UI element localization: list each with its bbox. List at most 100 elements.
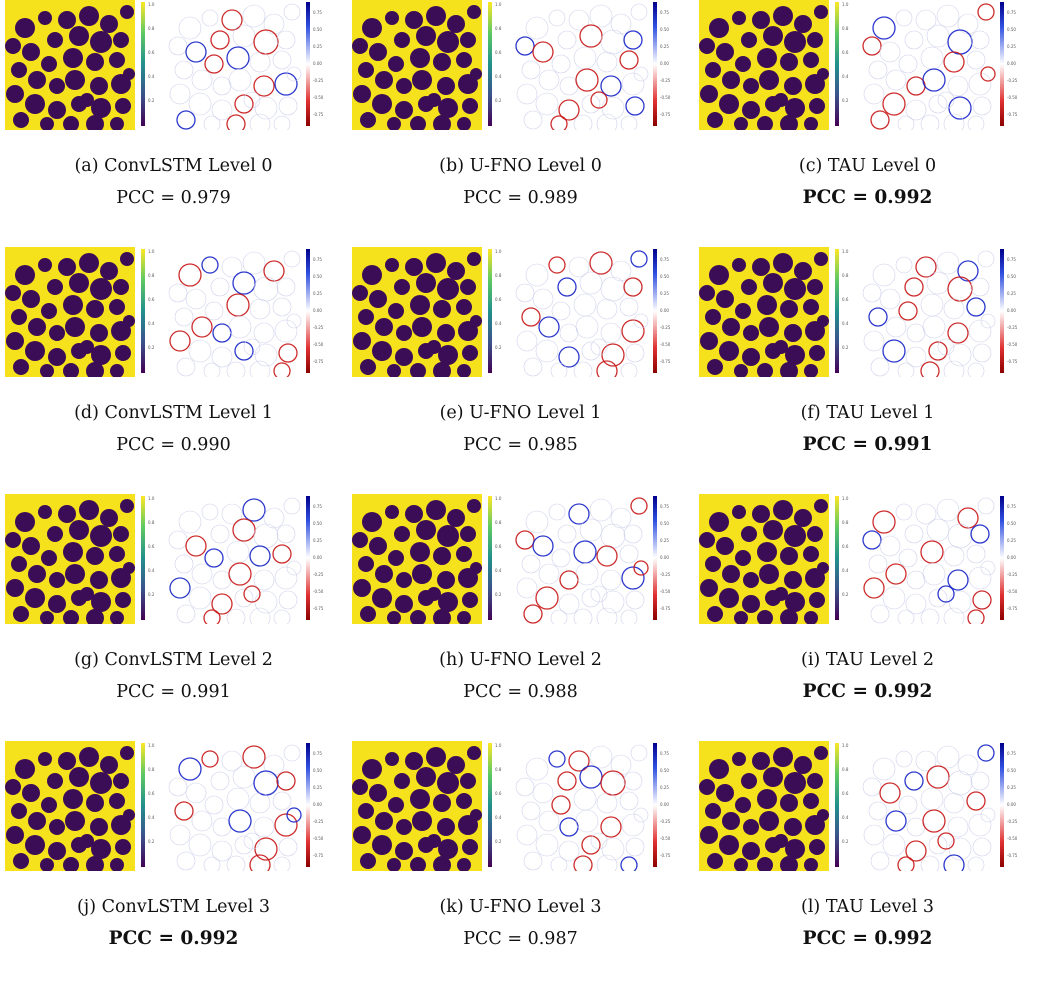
panel-image: 1.0 0.8 0.6 0.4 0.2 0.75 0.50 0.25 0.00 -0.25 -0.5…	[352, 494, 687, 624]
colorbar-tick: 0.8	[495, 26, 502, 31]
panel-caption: (e) U-FNO Level 1	[439, 403, 602, 423]
colorbar-tick: -0.50	[1007, 342, 1018, 347]
colorbar-tick: 0.25	[660, 538, 669, 543]
colorbar-tick: 0.2	[842, 345, 849, 350]
viridis-colorbar: 1.0 0.8 0.6 0.4 0.2	[835, 249, 849, 373]
colorbar-tick: -0.25	[313, 325, 324, 330]
diverging-colorbar: 0.75 0.50 0.25 0.00 -0.25 -0.50 -0.75	[1000, 249, 1018, 373]
panel-a: 1.0 0.8 0.6 0.4 0.2 0.75 0.50 0.25 0.00 -0.25 -0.5…	[0, 0, 347, 247]
diverging-colorbar: 0.75 0.50 0.25 0.00 -0.25 -0.50 -0.75	[306, 2, 324, 126]
colorbar-tick: 0.75	[313, 10, 322, 15]
panel-figure-svg: 1.0 0.8 0.6 0.4 0.2 0.75 0.50 0.25 0.00 -0.25 -0.5…	[352, 494, 671, 624]
diverging-colorbar: 0.75 0.50 0.25 0.00 -0.25 -0.50 -0.75	[1000, 743, 1018, 867]
colorbar-tick: 1.0	[495, 743, 502, 748]
colorbar-tick: 0.8	[148, 273, 155, 278]
error-map	[862, 494, 996, 624]
colorbar-tick: 1.0	[148, 496, 155, 501]
panel-figure-svg: 1.0 0.8 0.6 0.4 0.2 0.75 0.50 0.25 0.00 -0.25 -0.5…	[352, 741, 671, 871]
colorbar-tick: 0.00	[1007, 802, 1016, 807]
viridis-colorbar: 1.0 0.8 0.6 0.4 0.2	[835, 496, 849, 620]
panel-caption: (h) U-FNO Level 2	[439, 650, 602, 670]
panel-pcc: PCC = 0.987	[463, 929, 578, 949]
colorbar-tick: 0.25	[313, 785, 322, 790]
colorbar-tick: 0.4	[842, 321, 849, 326]
colorbar-tick: 0.4	[495, 815, 502, 820]
colorbar-tick: -0.75	[313, 112, 324, 117]
panel-pcc: PCC = 0.991	[802, 434, 933, 455]
colorbar-tick: 0.8	[842, 767, 849, 772]
colorbar-tick: 0.75	[1007, 751, 1016, 756]
colorbar-tick: 0.25	[1007, 291, 1016, 296]
colorbar-tick: 0.2	[842, 98, 849, 103]
panel-i: 1.0 0.8 0.6 0.4 0.2 0.75 0.50 0.25 0.00 -0.25 -0.5…	[694, 494, 1041, 741]
colorbar-tick: -0.75	[1007, 112, 1018, 117]
error-map	[515, 247, 649, 377]
diverging-colorbar: 0.75 0.50 0.25 0.00 -0.25 -0.50 -0.75	[653, 249, 671, 373]
diverging-colorbar: 0.75 0.50 0.25 0.00 -0.25 -0.50 -0.75	[306, 743, 324, 867]
panel-image: 1.0 0.8 0.6 0.4 0.2 0.75 0.50 0.25 0.00 -0.25 -0.5…	[699, 0, 1034, 130]
viridis-colorbar: 1.0 0.8 0.6 0.4 0.2	[488, 2, 502, 126]
diverging-colorbar: 0.75 0.50 0.25 0.00 -0.25 -0.50 -0.75	[653, 2, 671, 126]
colorbar-tick: -0.75	[313, 359, 324, 364]
colorbar-tick: 0.6	[148, 297, 155, 302]
colorbar-tick: 0.8	[495, 520, 502, 525]
colorbar-tick: 0.75	[1007, 257, 1016, 262]
colorbar-tick: 0.2	[495, 592, 502, 597]
porosity-field	[5, 494, 135, 624]
panel-figure-svg: 1.0 0.8 0.6 0.4 0.2 0.75 0.50 0.25 0.00 -0.25 -0.5…	[699, 741, 1018, 871]
panel-l: 1.0 0.8 0.6 0.4 0.2 0.75 0.50 0.25 0.00 -0.25 -0.5…	[694, 741, 1041, 988]
colorbar-tick: 0.8	[842, 273, 849, 278]
colorbar-tick: 0.8	[842, 26, 849, 31]
viridis-colorbar: 1.0 0.8 0.6 0.4 0.2	[141, 496, 155, 620]
panel-pcc: PCC = 0.992	[802, 681, 933, 702]
colorbar-tick: 1.0	[842, 2, 849, 7]
colorbar-tick: -0.50	[313, 342, 324, 347]
panel-image: 1.0 0.8 0.6 0.4 0.2 0.75 0.50 0.25 0.00 -0.25 -0.5…	[5, 494, 340, 624]
porosity-field	[5, 0, 135, 130]
panel-image: 1.0 0.8 0.6 0.4 0.2 0.75 0.50 0.25 0.00 -0.25 -0.5…	[5, 741, 340, 871]
colorbar-tick: -0.75	[313, 606, 324, 611]
panel-pcc: PCC = 0.979	[116, 188, 231, 208]
porosity-field	[699, 494, 829, 624]
colorbar-tick: 0.50	[1007, 521, 1016, 526]
colorbar-tick: -0.50	[660, 836, 671, 841]
error-map	[515, 0, 649, 130]
viridis-colorbar: 1.0 0.8 0.6 0.4 0.2	[835, 743, 849, 867]
panel-pcc: PCC = 0.989	[463, 188, 578, 208]
colorbar-tick: 0.8	[148, 520, 155, 525]
porosity-field	[699, 741, 829, 871]
panel-pcc: PCC = 0.985	[463, 435, 578, 455]
colorbar-tick: 0.8	[148, 767, 155, 772]
colorbar-tick: -0.50	[660, 95, 671, 100]
panel-figure-svg: 1.0 0.8 0.6 0.4 0.2 0.75 0.50 0.25 0.00 -0.25 -0.5…	[5, 247, 324, 377]
panel-image: 1.0 0.8 0.6 0.4 0.2 0.75 0.50 0.25 0.00 -0.25 -0.5…	[699, 247, 1034, 377]
porosity-field	[352, 0, 482, 130]
panel-pcc: PCC = 0.992	[108, 928, 239, 949]
error-map	[168, 247, 302, 377]
viridis-colorbar: 1.0 0.8 0.6 0.4 0.2	[141, 743, 155, 867]
panel-caption: (f) TAU Level 1	[800, 403, 935, 423]
error-map	[862, 247, 996, 377]
colorbar-tick: 0.2	[495, 839, 502, 844]
panel-pcc: PCC = 0.990	[116, 435, 231, 455]
error-map	[862, 0, 996, 130]
panel-figure-svg: 1.0 0.8 0.6 0.4 0.2 0.75 0.50 0.25 0.00 -0.25 -0.5…	[699, 494, 1018, 624]
colorbar-tick: 0.50	[660, 27, 669, 32]
colorbar-tick: 0.4	[842, 815, 849, 820]
error-map	[515, 741, 649, 871]
panel-pcc: PCC = 0.988	[463, 682, 578, 702]
colorbar-tick: 0.6	[495, 297, 502, 302]
panel-caption: (l) TAU Level 3	[801, 897, 934, 917]
colorbar-tick: 0.75	[313, 504, 322, 509]
colorbar-tick: 0.50	[660, 521, 669, 526]
panel-h: 1.0 0.8 0.6 0.4 0.2 0.75 0.50 0.25 0.00 -0.25 -0.5…	[347, 494, 694, 741]
error-map	[515, 494, 649, 624]
colorbar-tick: 0.00	[313, 555, 322, 560]
viridis-colorbar: 1.0 0.8 0.6 0.4 0.2	[835, 2, 849, 126]
colorbar-tick: 0.25	[313, 44, 322, 49]
colorbar-tick: 0.8	[495, 273, 502, 278]
colorbar-tick: -0.50	[660, 589, 671, 594]
colorbar-tick: 0.4	[495, 74, 502, 79]
panel-c: 1.0 0.8 0.6 0.4 0.2 0.75 0.50 0.25 0.00 -0.25 -0.5…	[694, 0, 1041, 247]
colorbar-tick: 0.2	[148, 98, 155, 103]
